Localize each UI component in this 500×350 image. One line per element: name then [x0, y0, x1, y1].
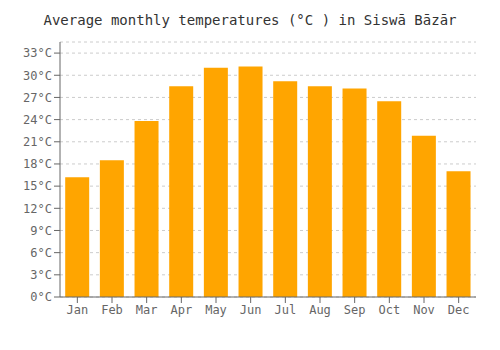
- svg-text:3°C: 3°C: [30, 268, 52, 282]
- svg-text:30°C: 30°C: [23, 69, 52, 83]
- svg-text:27°C: 27°C: [23, 91, 52, 105]
- svg-text:Oct: Oct: [378, 303, 400, 317]
- svg-text:Feb: Feb: [101, 303, 123, 317]
- svg-text:Mar: Mar: [136, 303, 158, 317]
- svg-text:Dec: Dec: [448, 303, 470, 317]
- svg-text:Sep: Sep: [344, 303, 366, 317]
- svg-text:24°C: 24°C: [23, 113, 52, 127]
- svg-text:Aug: Aug: [309, 303, 331, 317]
- svg-text:0°C: 0°C: [30, 290, 52, 304]
- html-text:Average monthly temperatures (: Average monthly temperatures (°C ) in Si…: [43, 12, 457, 28]
- svg-text:Nov: Nov: [413, 303, 435, 317]
- svg-text:Jun: Jun: [240, 303, 262, 317]
- svg-text:21°C: 21°C: [23, 135, 52, 149]
- svg-text:18°C: 18°C: [23, 157, 52, 171]
- svg-text:6°C: 6°C: [30, 246, 52, 260]
- svg-text:May: May: [205, 303, 227, 317]
- svg-text:Jul: Jul: [274, 303, 296, 317]
- svg-text:33°C: 33°C: [23, 46, 52, 60]
- svg-text:12°C: 12°C: [23, 202, 52, 216]
- svg-text:15°C: 15°C: [23, 179, 52, 193]
- svg-text:Apr: Apr: [170, 303, 192, 317]
- svg-text:9°C: 9°C: [30, 224, 52, 238]
- svg-text:Jan: Jan: [66, 303, 88, 317]
